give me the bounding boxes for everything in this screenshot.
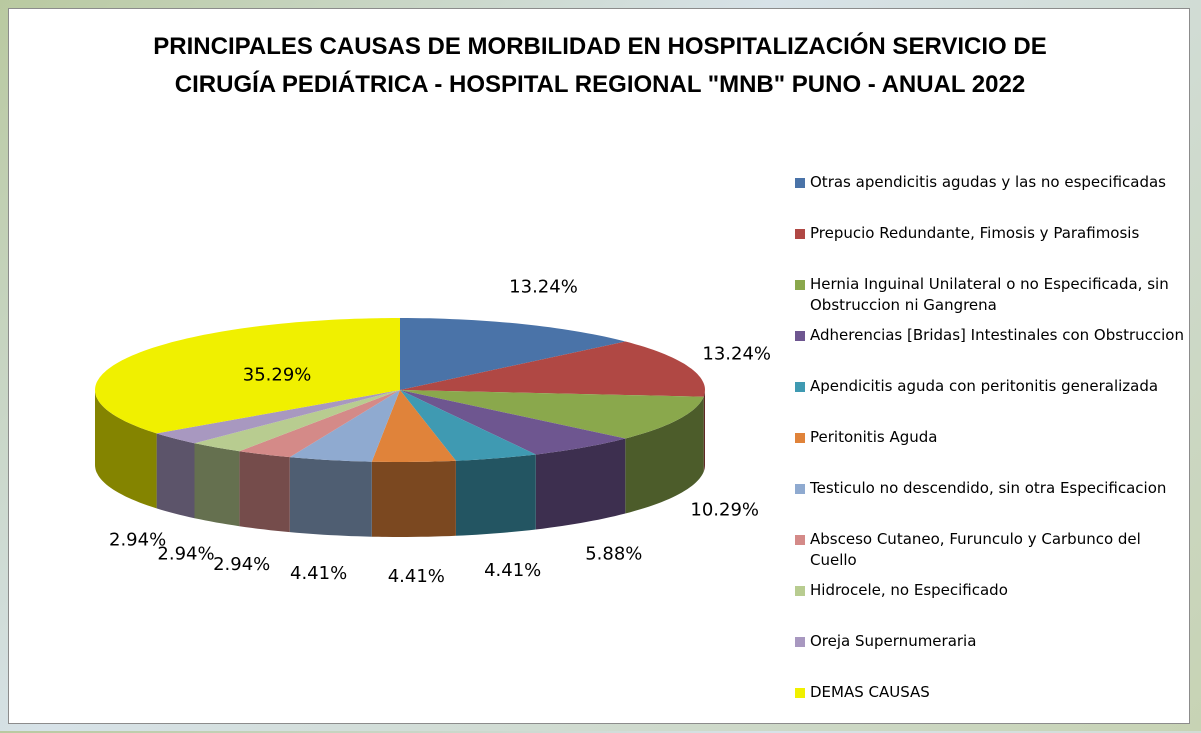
page: {"chart_data": {"type": "pie", "title": … bbox=[0, 0, 1201, 731]
legend-item: DEMAS CAUSAS bbox=[795, 682, 1185, 730]
legend-item: Absceso Cutaneo, Furunculo y Carbunco de… bbox=[795, 529, 1185, 577]
legend-label: Oreja Supernumeraria bbox=[810, 631, 976, 652]
data-label: 2.94% bbox=[109, 529, 166, 550]
legend-item: Apendicitis aguda con peritonitis genera… bbox=[795, 376, 1185, 424]
legend-swatch bbox=[795, 586, 805, 596]
legend-item: Testiculo no descendido, sin otra Especi… bbox=[795, 478, 1185, 526]
slice-side bbox=[157, 433, 195, 518]
slice-side bbox=[290, 457, 372, 537]
legend: Otras apendicitis agudas y las no especi… bbox=[795, 172, 1185, 733]
data-label: 4.41% bbox=[290, 563, 347, 584]
legend-label: Absceso Cutaneo, Furunculo y Carbunco de… bbox=[810, 529, 1185, 571]
data-label: 13.24% bbox=[509, 277, 578, 298]
legend-label: Otras apendicitis agudas y las no especi… bbox=[810, 172, 1166, 193]
legend-swatch bbox=[795, 688, 805, 698]
legend-swatch bbox=[795, 535, 805, 545]
legend-swatch bbox=[795, 178, 805, 188]
data-label: 13.24% bbox=[702, 344, 771, 365]
legend-swatch bbox=[795, 637, 805, 647]
legend-swatch bbox=[795, 433, 805, 443]
data-label: 4.41% bbox=[388, 566, 445, 587]
slice-side bbox=[704, 390, 705, 472]
legend-item: Otras apendicitis agudas y las no especi… bbox=[795, 172, 1185, 220]
slice-side bbox=[372, 461, 456, 537]
legend-swatch bbox=[795, 280, 805, 290]
legend-label: DEMAS CAUSAS bbox=[810, 682, 930, 703]
legend-label: Testiculo no descendido, sin otra Especi… bbox=[810, 478, 1166, 499]
legend-swatch bbox=[795, 382, 805, 392]
legend-item: Prepucio Redundante, Fimosis y Parafimos… bbox=[795, 223, 1185, 271]
slice-side bbox=[195, 443, 240, 526]
legend-item: Oreja Supernumeraria bbox=[795, 631, 1185, 679]
data-label: 4.41% bbox=[484, 560, 541, 581]
data-label: 35.29% bbox=[243, 365, 312, 386]
legend-label: Prepucio Redundante, Fimosis y Parafimos… bbox=[810, 223, 1139, 244]
legend-item: Hidrocele, no Especificado bbox=[795, 580, 1185, 628]
legend-swatch bbox=[795, 484, 805, 494]
data-label: 10.29% bbox=[690, 499, 759, 520]
legend-label: Hidrocele, no Especificado bbox=[810, 580, 1008, 601]
legend-label: Adherencias [Bridas] Intestinales con Ob… bbox=[810, 325, 1184, 346]
legend-label: Apendicitis aguda con peritonitis genera… bbox=[810, 376, 1158, 397]
slice-side bbox=[456, 455, 536, 536]
data-label: 5.88% bbox=[585, 543, 642, 564]
legend-item: Hernia Inguinal Unilateral o no Especifi… bbox=[795, 274, 1185, 322]
legend-swatch bbox=[795, 331, 805, 341]
legend-item: Peritonitis Aguda bbox=[795, 427, 1185, 475]
legend-swatch bbox=[795, 229, 805, 239]
legend-item: Adherencias [Bridas] Intestinales con Ob… bbox=[795, 325, 1185, 373]
slice-side bbox=[239, 451, 289, 532]
data-label: 2.94% bbox=[213, 554, 270, 575]
legend-label: Hernia Inguinal Unilateral o no Especifi… bbox=[810, 274, 1185, 316]
legend-label: Peritonitis Aguda bbox=[810, 427, 937, 448]
